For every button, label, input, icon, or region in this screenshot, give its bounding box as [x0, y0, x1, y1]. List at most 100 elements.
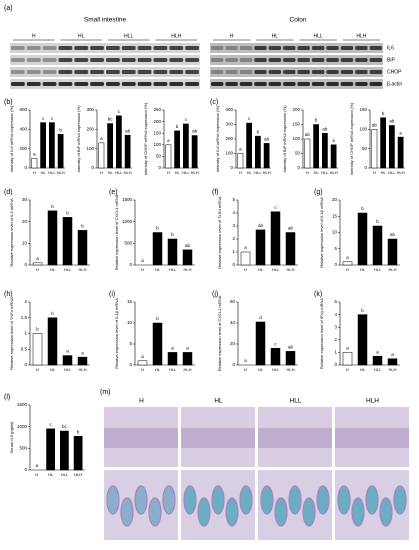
x-tick-label: HLH — [78, 267, 86, 272]
x-tick-label: HLL — [321, 170, 329, 175]
significance-letter: c — [118, 109, 121, 114]
blot-band — [137, 58, 152, 62]
bar — [357, 314, 368, 366]
y-tick-label: 150 — [153, 130, 161, 135]
significance-letter: c — [51, 116, 54, 121]
y-axis-label: Intensity of IL6 mRNA expression (%) — [9, 105, 14, 172]
tissue-label: Small intestine — [84, 17, 127, 24]
blot-band — [326, 82, 339, 86]
blot-band — [185, 46, 199, 50]
y-axis-label: Intensity of BiP mRNA expression (%) — [76, 105, 81, 173]
blot-band — [340, 70, 354, 74]
histology-label: H — [139, 398, 144, 405]
x-tick-label: HLL — [169, 267, 177, 272]
blot-band — [211, 58, 224, 62]
blot-strip — [210, 43, 383, 53]
y-tick-label: 2 — [232, 236, 235, 241]
y-axis-label: Relative expression level of IL1β mRNA — [319, 197, 324, 268]
panel-label: (i) — [109, 291, 115, 298]
blot-band — [283, 58, 296, 62]
x-tick-label: HL — [381, 170, 387, 175]
y-axis-label: Relative expression level of TNFα mRNA — [9, 297, 14, 370]
bar — [255, 135, 261, 169]
y-axis-label: Serum IL6 (pg/ml) — [9, 421, 14, 454]
histology-crypt — [337, 485, 351, 515]
panel-label: (a) — [4, 5, 13, 12]
histology-label: HL — [214, 398, 223, 405]
blot-band — [153, 70, 168, 74]
significance-letter: a — [332, 138, 335, 143]
histology-crypt — [288, 485, 302, 515]
group-label: H — [230, 33, 234, 39]
blot-band — [58, 46, 73, 50]
blot-band — [11, 70, 25, 74]
y-tick-label: 1.5 — [21, 315, 28, 320]
significance-letter: a — [346, 255, 349, 260]
bar — [387, 238, 398, 266]
y-tick-label: 0 — [297, 165, 300, 170]
bar — [342, 261, 353, 266]
blot-strip — [10, 55, 200, 65]
blot-band — [369, 46, 382, 50]
x-tick-label: H — [36, 267, 39, 272]
x-tick-label: HL — [258, 367, 264, 372]
y-tick-label: 300 — [86, 107, 94, 112]
x-tick-label: HL — [247, 170, 253, 175]
blot-band — [283, 70, 296, 74]
y-axis-label: Relative expression level of IL6 mRNA — [9, 198, 14, 267]
y-tick-label: 0 — [91, 165, 94, 170]
blot-band — [239, 46, 253, 50]
blot-band — [254, 58, 267, 62]
blot-band — [239, 58, 253, 62]
blot-band — [225, 70, 238, 74]
y-tick-label: 4 — [334, 312, 337, 317]
y-tick-label: 1 — [24, 331, 27, 336]
x-tick-label: HL — [48, 472, 54, 477]
x-tick-label: HLH — [388, 267, 396, 272]
x-tick-label: H — [306, 170, 309, 175]
blot-band — [90, 82, 104, 86]
significance-letter: ab — [372, 123, 378, 128]
y-tick-label: 1500 — [17, 402, 28, 407]
x-tick-label: HLL — [374, 267, 382, 272]
blot-band — [106, 70, 120, 74]
x-tick-label: HLH — [183, 267, 191, 272]
bar — [32, 333, 43, 366]
significance-letter: ab — [258, 223, 264, 228]
blot-band — [225, 58, 238, 62]
protein-label: β-actin — [387, 81, 402, 87]
blot-band — [11, 58, 25, 62]
bar — [389, 125, 395, 169]
significance-letter: a — [376, 349, 379, 354]
blot-band — [58, 82, 73, 86]
blot-band — [211, 70, 224, 74]
y-tick-label: 0.5 — [21, 346, 28, 351]
significance-letter: bc — [108, 117, 114, 122]
histology-label: HLL — [290, 398, 302, 405]
bar — [255, 229, 266, 266]
x-tick-label: HLH — [74, 472, 82, 477]
blot-band — [185, 82, 199, 86]
significance-letter: a — [33, 152, 36, 157]
panel-label: (h) — [4, 291, 13, 298]
y-tick-label: 500 — [19, 446, 27, 451]
blot-band — [90, 70, 104, 74]
group-label: HLH — [171, 33, 181, 39]
group-label: H — [32, 33, 36, 39]
histology-crypt — [316, 485, 330, 515]
y-tick-label: 0 — [158, 165, 161, 170]
x-tick-label: HLH — [57, 170, 65, 175]
significance-letter: c — [185, 117, 188, 122]
histology-crypt — [379, 497, 393, 527]
significance-letter: b — [156, 226, 159, 231]
y-tick-label: 1000 — [122, 219, 133, 224]
y-axis-label: Intensity of BiP mRNA expression (%) — [282, 105, 287, 173]
blot-band — [42, 58, 57, 62]
y-tick-label: 0 — [232, 262, 235, 267]
histology-tissue — [181, 428, 255, 448]
panel-label: (j) — [212, 291, 218, 298]
blot-band — [297, 82, 310, 86]
y-axis-label: Relative expression level of CXCL1 mRNA — [114, 194, 119, 270]
x-tick-label: H — [373, 170, 376, 175]
